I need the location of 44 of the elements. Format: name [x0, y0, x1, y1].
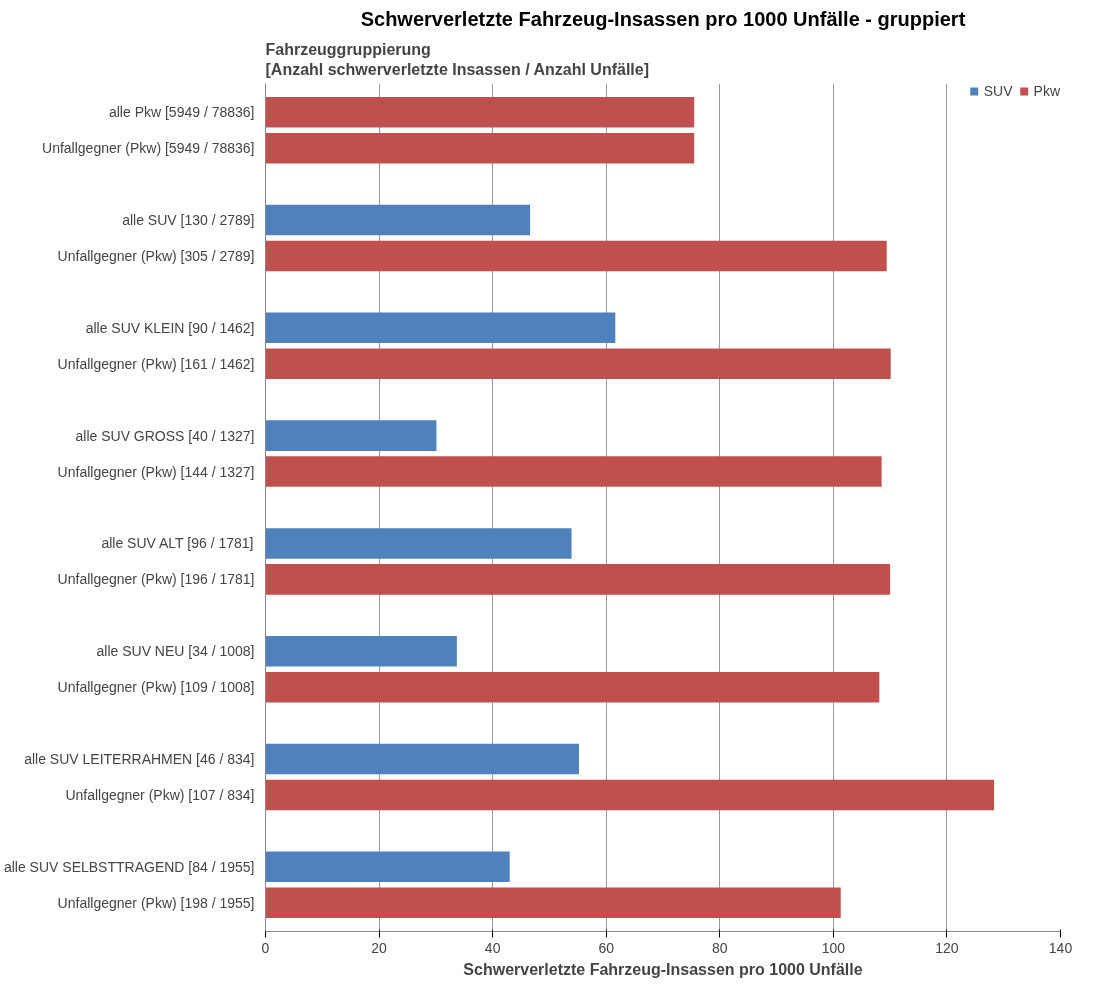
y-tick-label: alle SUV [130 / 2789] — [122, 212, 255, 229]
y-tick-label: Unfallgegner (Pkw) [196 / 1781] — [57, 571, 255, 588]
bar — [265, 240, 887, 272]
bar — [265, 851, 510, 883]
x-tick-label: 140 — [1048, 939, 1073, 956]
legend-label: SUV — [983, 83, 1013, 99]
y-tick-label: Unfallgegner (Pkw) [305 / 2789] — [57, 247, 255, 264]
y-tick-label: Unfallgegner (Pkw) [109 / 1008] — [57, 679, 255, 696]
y-tick-label: alle SUV SELBSTTRAGEND [84 / 1955] — [3, 858, 255, 875]
bar — [265, 456, 882, 487]
x-tick-label: 120 — [935, 939, 959, 956]
y-tick-label: Unfallgegner (Pkw) [107 / 834] — [65, 786, 255, 803]
y-tick-label: alle SUV GROSS [40 / 1327] — [75, 427, 255, 444]
bar — [265, 204, 531, 236]
y-tick-label: alle Pkw [5949 / 78836] — [108, 104, 255, 121]
x-axis-title: Schwerverletzte Fahrzeug-Insassen pro 1000 Unfälle — [463, 960, 863, 978]
bar — [265, 132, 695, 164]
x-tick-label: 20 — [371, 939, 388, 956]
x-tick-label: 60 — [598, 939, 615, 956]
bar — [265, 635, 457, 667]
legend-label: Pkw — [1033, 83, 1060, 99]
y-tick-label: alle SUV NEU [34 / 1008] — [96, 643, 255, 660]
y-tick-label: alle SUV LEITERRAHMEN [46 / 834] — [24, 751, 255, 768]
y-tick-label: Unfallgegner (Pkw) [198 / 1955] — [57, 894, 255, 911]
bar — [265, 420, 437, 451]
y-tick-label: Unfallgegner (Pkw) [144 / 1327] — [57, 463, 255, 480]
x-tick-label: 0 — [261, 939, 270, 956]
bar — [265, 887, 841, 919]
y-tick-label: Unfallgegner (Pkw) [161 / 1462] — [57, 355, 255, 372]
bar — [265, 743, 579, 775]
x-tick-label: 40 — [484, 939, 501, 956]
y-tick-label: alle SUV ALT [96 / 1781] — [101, 535, 254, 552]
bar — [265, 779, 995, 811]
y-tick-label: alle SUV KLEIN [90 / 1462] — [85, 319, 255, 336]
chart-title: Schwerverletzte Fahrzeug-Insassen pro 1000 Unfälle - gruppiert — [360, 7, 966, 30]
bar — [265, 312, 616, 344]
bar — [265, 348, 891, 380]
bar — [265, 564, 891, 595]
bar — [265, 671, 880, 703]
y-axis-title: Fahrzeuggruppierung [Anzahl schwerverletzte Insassen / Anzahl Unfälle] — [265, 41, 650, 79]
y-tick-label: Unfallgegner (Pkw) [5949 / 78836] — [42, 140, 255, 157]
bar — [265, 528, 572, 559]
x-tick-label: 100 — [821, 939, 846, 956]
x-tick-label: 80 — [712, 939, 728, 956]
